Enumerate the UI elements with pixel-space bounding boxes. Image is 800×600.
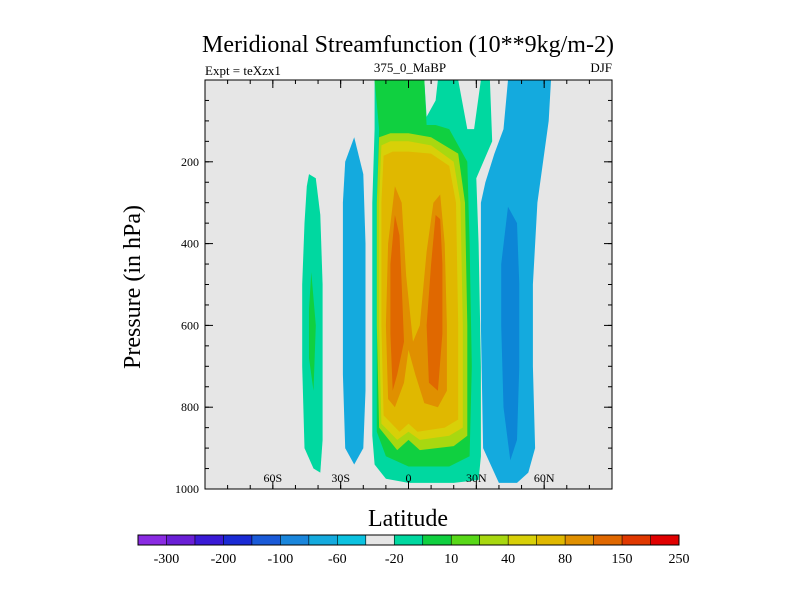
colorbar-swatch — [394, 535, 424, 545]
experiment-label: Expt = teXzx1 — [205, 63, 281, 78]
colorbar-swatch — [508, 535, 538, 545]
cell-30s-negative — [342, 137, 366, 465]
x-tick-label: 60N — [534, 471, 555, 485]
colorbar-swatch — [194, 535, 224, 545]
y-tick-label: 1000 — [175, 482, 199, 496]
colorbar-label: -300 — [154, 552, 180, 567]
colorbar-swatch — [138, 535, 167, 545]
colorbar-swatch — [251, 535, 281, 545]
colorbar-frame — [137, 534, 680, 546]
colorbar-swatch — [593, 535, 623, 545]
x-tick-label: 60S — [263, 471, 282, 485]
colorbar: -300 -200 -100 -60 -20 10 40 80 150 250 — [137, 534, 690, 567]
y-tick-label: 400 — [181, 237, 199, 251]
colorbar-label: 80 — [558, 552, 572, 567]
axes: 200 400 600 800 1000 60S 30S 0 30N 60N — [175, 79, 613, 496]
period-label: 375_0_MaBP — [374, 60, 446, 75]
colorbar-swatch — [451, 535, 481, 545]
colorbar-swatch — [337, 535, 367, 545]
colorbar-label: -200 — [211, 552, 237, 567]
cell-60s-positive-core — [309, 272, 316, 391]
colorbar-swatch — [622, 535, 651, 545]
x-tick-label: 0 — [406, 471, 412, 485]
season-label: DJF — [590, 60, 612, 75]
colorbar-swatch — [365, 535, 395, 545]
y-axis-label: Pressure (in hPa) — [120, 205, 146, 369]
colorbar-label: -100 — [268, 552, 294, 567]
colorbar-swatch — [422, 535, 452, 545]
cell-hadley-250 — [390, 215, 404, 391]
colorbar-swatch — [479, 535, 509, 545]
colorbar-swatch — [565, 535, 594, 545]
colorbar-swatch — [166, 535, 196, 545]
colorbar-swatch — [280, 535, 310, 545]
colorbar-label: -20 — [385, 552, 404, 567]
cell-hadley-250-nh — [426, 215, 443, 391]
x-tick-label: 30N — [466, 471, 487, 485]
colorbar-label: 40 — [501, 552, 515, 567]
colorbar-label: 10 — [444, 552, 458, 567]
x-axis-label: Latitude — [368, 506, 448, 532]
cell-nh-negative-60 — [501, 206, 520, 461]
colorbar-swatch — [536, 535, 566, 545]
chart-title: Meridional Streamfunction (10**9kg/m-2) — [202, 32, 614, 58]
colorbar-swatch — [223, 535, 253, 545]
colorbar-label: 250 — [669, 552, 690, 567]
colorbar-swatch — [308, 535, 338, 545]
y-tick-label: 200 — [181, 155, 199, 169]
y-tick-label: 600 — [181, 318, 199, 332]
x-tick-label: 30S — [331, 471, 350, 485]
colorbar-label: -60 — [328, 552, 347, 567]
colorbar-label: 150 — [612, 552, 633, 567]
y-tick-label: 800 — [181, 400, 199, 414]
colorbar-swatch — [650, 535, 680, 545]
contour-fills — [302, 80, 551, 483]
